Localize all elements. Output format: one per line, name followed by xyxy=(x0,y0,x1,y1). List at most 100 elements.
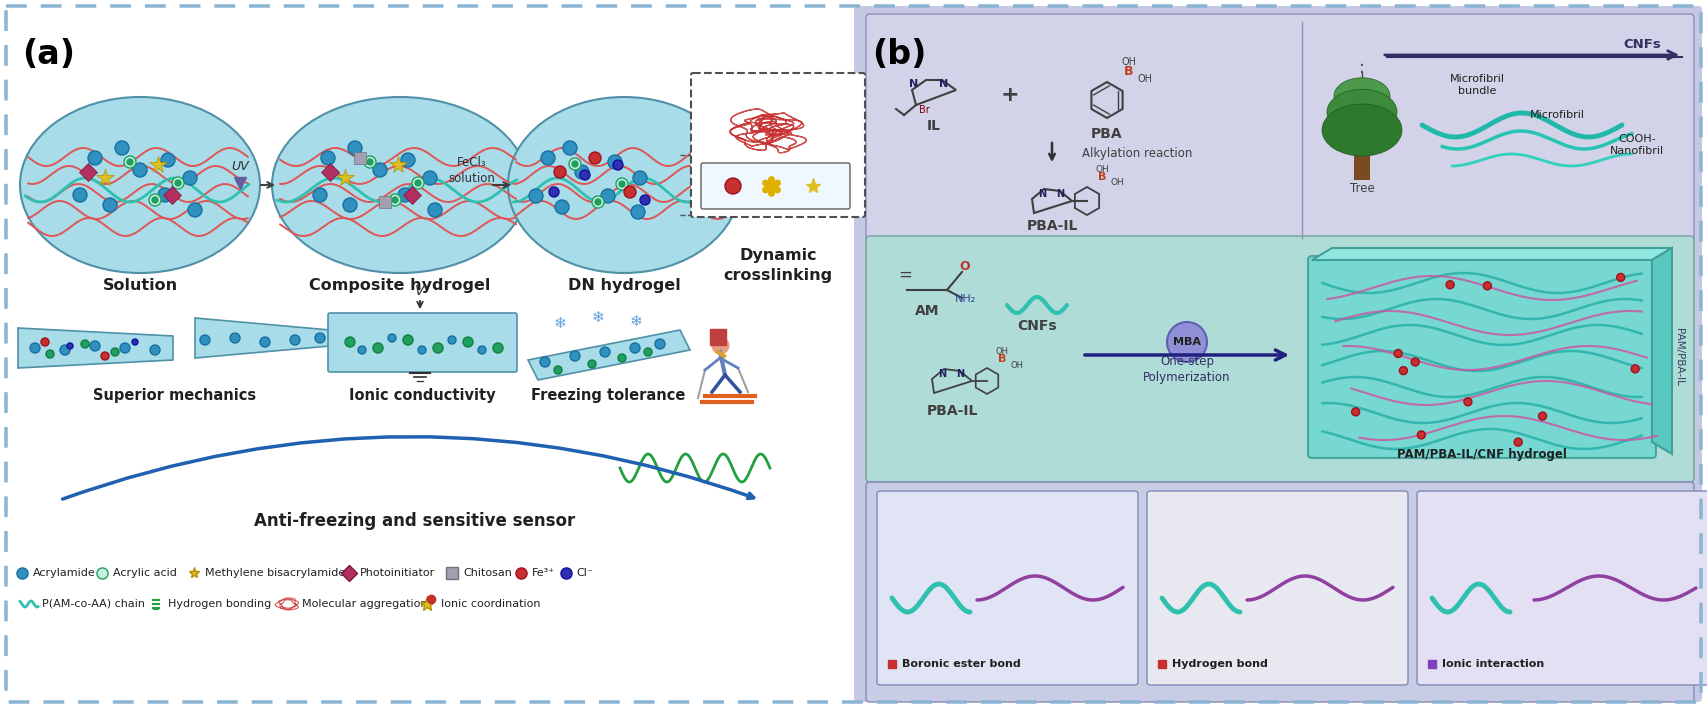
Ellipse shape xyxy=(271,97,527,273)
Circle shape xyxy=(428,203,442,217)
Text: ❄: ❄ xyxy=(630,314,642,329)
Circle shape xyxy=(640,195,650,205)
Circle shape xyxy=(572,161,579,167)
Circle shape xyxy=(89,151,102,165)
Circle shape xyxy=(159,188,172,202)
Circle shape xyxy=(1483,282,1492,290)
Circle shape xyxy=(176,180,181,186)
Text: Ionic conductivity: Ionic conductivity xyxy=(348,388,495,403)
Text: Alkylation reaction: Alkylation reaction xyxy=(1082,147,1193,159)
FancyBboxPatch shape xyxy=(328,313,517,372)
Circle shape xyxy=(418,346,427,354)
Text: OH: OH xyxy=(1011,361,1024,370)
Circle shape xyxy=(1168,322,1207,362)
Polygon shape xyxy=(19,328,172,368)
Circle shape xyxy=(31,343,39,353)
Text: MBA: MBA xyxy=(1173,337,1202,347)
Text: OH: OH xyxy=(1121,57,1137,67)
Text: Br: Br xyxy=(918,105,929,115)
Circle shape xyxy=(529,189,543,203)
Ellipse shape xyxy=(509,97,741,273)
Circle shape xyxy=(126,159,133,165)
Ellipse shape xyxy=(1321,104,1401,156)
Text: (b): (b) xyxy=(872,38,927,71)
Circle shape xyxy=(599,347,609,357)
Circle shape xyxy=(570,351,580,361)
Circle shape xyxy=(41,338,50,346)
Circle shape xyxy=(119,343,130,353)
Text: =: = xyxy=(898,266,912,284)
Circle shape xyxy=(1538,412,1547,420)
Ellipse shape xyxy=(20,97,259,273)
Text: Boronic ester bond: Boronic ester bond xyxy=(901,659,1021,669)
Text: Hydrogen bonding: Hydrogen bonding xyxy=(167,599,271,609)
Text: AM: AM xyxy=(915,304,939,318)
Circle shape xyxy=(625,186,637,198)
Circle shape xyxy=(644,348,652,356)
Circle shape xyxy=(423,171,437,185)
Circle shape xyxy=(415,180,422,186)
Circle shape xyxy=(592,196,604,208)
Circle shape xyxy=(1632,365,1639,373)
Text: OH: OH xyxy=(1137,74,1152,84)
Circle shape xyxy=(364,156,376,168)
Text: P(AM-co-AA) chain: P(AM-co-AA) chain xyxy=(43,599,145,609)
Text: N: N xyxy=(956,369,964,379)
Circle shape xyxy=(387,334,396,342)
Bar xyxy=(10,10,848,698)
Text: Solution: Solution xyxy=(102,278,178,293)
Text: O: O xyxy=(959,260,970,273)
Ellipse shape xyxy=(1333,78,1389,114)
Text: IL: IL xyxy=(927,119,941,133)
Circle shape xyxy=(230,333,241,343)
Polygon shape xyxy=(1313,248,1671,260)
Text: Molecular aggregation: Molecular aggregation xyxy=(302,599,427,609)
Circle shape xyxy=(1395,350,1401,358)
Text: PAM/PBA-IL/CNF hydrogel: PAM/PBA-IL/CNF hydrogel xyxy=(1396,448,1567,461)
Text: N: N xyxy=(939,79,949,89)
Text: Microfibril
bundle: Microfibril bundle xyxy=(1449,74,1504,96)
Circle shape xyxy=(613,160,623,170)
Text: One-step
Polymerization: One-step Polymerization xyxy=(1144,355,1231,384)
Circle shape xyxy=(434,343,444,353)
Circle shape xyxy=(616,178,628,190)
Polygon shape xyxy=(195,318,329,358)
Text: Methylene bisacrylamide: Methylene bisacrylamide xyxy=(205,568,345,578)
Text: +: + xyxy=(1000,85,1019,105)
Circle shape xyxy=(1400,367,1407,375)
Text: N: N xyxy=(1038,189,1046,199)
Circle shape xyxy=(312,188,328,202)
Circle shape xyxy=(563,141,577,155)
Text: :: : xyxy=(1359,59,1366,77)
Circle shape xyxy=(618,354,626,362)
Circle shape xyxy=(343,198,357,212)
Text: ❄: ❄ xyxy=(592,311,604,326)
Text: Composite hydrogel: Composite hydrogel xyxy=(309,278,490,293)
Circle shape xyxy=(1617,273,1625,282)
Circle shape xyxy=(188,203,201,217)
Text: PBA-IL: PBA-IL xyxy=(1026,219,1077,233)
Circle shape xyxy=(587,360,596,368)
Text: PBA: PBA xyxy=(1091,127,1123,141)
Text: Tree: Tree xyxy=(1350,182,1374,195)
Polygon shape xyxy=(527,330,690,380)
Circle shape xyxy=(632,205,645,219)
Circle shape xyxy=(1412,358,1419,366)
Text: Cl⁻: Cl⁻ xyxy=(577,568,594,578)
Circle shape xyxy=(389,194,401,206)
Text: COOH-
Nanofibril: COOH- Nanofibril xyxy=(1610,135,1664,156)
Circle shape xyxy=(555,166,567,178)
Text: Anti-freezing and sensitive sensor: Anti-freezing and sensitive sensor xyxy=(254,512,575,530)
Text: Hydrogen bond: Hydrogen bond xyxy=(1173,659,1268,669)
Circle shape xyxy=(580,170,591,180)
Text: Ionic interaction: Ionic interaction xyxy=(1442,659,1545,669)
Circle shape xyxy=(60,345,70,355)
Circle shape xyxy=(575,165,589,179)
Text: Ionic coordination: Ionic coordination xyxy=(440,599,541,609)
Text: CNFs: CNFs xyxy=(1017,319,1057,333)
Text: NH₂: NH₂ xyxy=(954,294,976,304)
Text: OH: OH xyxy=(1096,165,1110,174)
Circle shape xyxy=(725,178,741,194)
Circle shape xyxy=(374,343,382,353)
Circle shape xyxy=(152,197,159,203)
